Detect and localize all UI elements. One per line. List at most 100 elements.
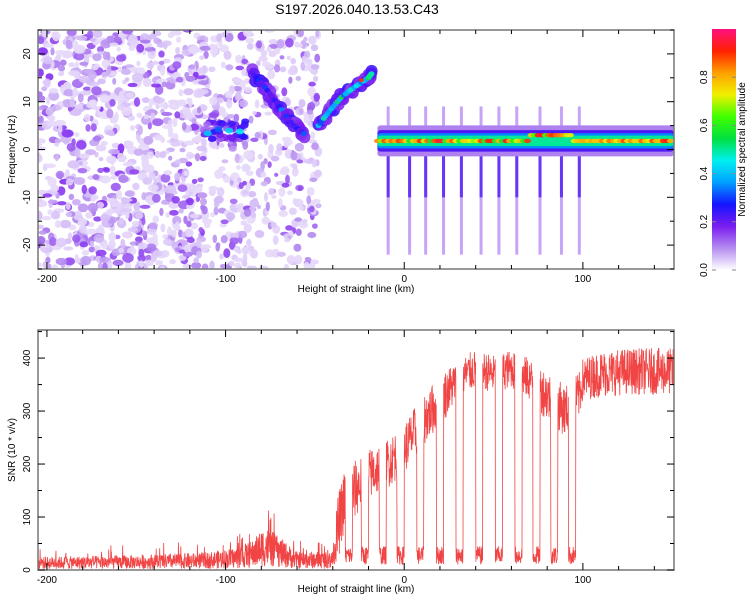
noise-blob [42, 43, 54, 48]
noise-blob [310, 44, 319, 52]
noise-blob [77, 93, 84, 103]
noise-blob [171, 196, 180, 204]
dropout-streak-core [442, 135, 446, 198]
snr-panel: -200 -100 0 100 0 100 200 300 400 Height of stra… [7, 329, 675, 595]
steady-core [524, 138, 531, 144]
dropout-streak-core [497, 135, 501, 198]
noise-blob [256, 204, 262, 210]
noise-blob [311, 158, 317, 168]
noise-blob [243, 86, 253, 94]
noise-blob [285, 225, 294, 231]
noise-blob [268, 143, 274, 154]
noise-blob [98, 156, 104, 162]
noise-blob [117, 66, 122, 73]
noise-blob [127, 34, 138, 45]
noise-blob [155, 97, 165, 104]
noise-blob [144, 47, 156, 52]
noise-blob [294, 142, 305, 152]
noise-blob [121, 231, 134, 239]
noise-blob [261, 216, 271, 225]
noise-blob [285, 38, 294, 48]
noise-blob [230, 172, 240, 182]
noise-blob [260, 181, 268, 187]
noise-blob [55, 170, 65, 179]
noise-blob [246, 265, 253, 269]
noise-blob [65, 211, 73, 217]
noise-blob [131, 72, 144, 83]
cluster-blob [239, 133, 248, 140]
noise-blob [225, 211, 236, 221]
noise-blob [141, 97, 150, 103]
noise-blob [268, 39, 279, 45]
noise-blob [88, 81, 100, 87]
noise-blob [267, 129, 277, 136]
noise-blob [214, 43, 219, 54]
noise-blob [51, 264, 59, 269]
noise-blob [174, 159, 181, 165]
noise-blob [155, 104, 160, 110]
noise-blob [106, 108, 114, 119]
noise-blob [89, 37, 96, 42]
noise-blob [77, 168, 88, 174]
noise-blob [85, 228, 98, 235]
noise-blob [263, 192, 269, 202]
spectrogram-marks [38, 30, 674, 269]
noise-blob [235, 54, 242, 64]
noise-blob [116, 54, 126, 62]
noise-blob [77, 203, 89, 213]
noise-blob [153, 177, 158, 185]
noise-blob [120, 238, 126, 249]
noise-blob [68, 193, 75, 201]
noise-blob [167, 132, 175, 138]
noise-blob [90, 196, 96, 202]
noise-blob [76, 103, 83, 110]
noise-blob [307, 101, 316, 111]
noise-blob [50, 184, 60, 192]
noise-blob [130, 125, 135, 131]
snr-xtick-label: -100 [216, 575, 236, 586]
colorbar-tick-label: 0.4 [699, 166, 710, 180]
noise-blob [263, 158, 268, 165]
noise-blob [61, 129, 74, 138]
noise-blob [248, 115, 254, 124]
noise-blob [276, 143, 283, 152]
noise-blob [228, 260, 235, 267]
noise-blob [288, 207, 297, 215]
noise-blob [219, 263, 228, 269]
noise-blob [279, 55, 285, 60]
noise-blob [225, 64, 234, 71]
noise-blob [308, 35, 317, 45]
noise-blob [38, 224, 44, 230]
noise-blob [85, 149, 97, 156]
noise-blob [116, 46, 121, 52]
noise-blob [54, 119, 67, 127]
noise-blob [219, 44, 229, 53]
noise-blob [122, 252, 134, 263]
noise-blob [219, 253, 224, 260]
noise-blob [73, 210, 83, 221]
noise-blob [286, 255, 296, 265]
noise-blob [229, 198, 238, 205]
dropout-streak-core [424, 135, 428, 198]
noise-blob [258, 265, 269, 269]
noise-blob [92, 53, 102, 62]
noise-blob [248, 245, 255, 252]
noise-blob [128, 44, 135, 51]
noise-blob [220, 235, 228, 244]
noise-blob [214, 195, 224, 204]
noise-blob [133, 97, 141, 107]
noise-blob [197, 192, 208, 199]
noise-blob [297, 185, 303, 192]
noise-blob [216, 33, 223, 42]
noise-blob [88, 246, 95, 253]
noise-blob [120, 68, 132, 76]
noise-blob [293, 198, 304, 208]
snr-xtick-label: 100 [575, 575, 592, 586]
noise-blob [279, 66, 287, 73]
noise-blob [183, 170, 189, 177]
noise-blob [219, 142, 225, 148]
noise-blob [314, 53, 321, 63]
noise-blob [158, 60, 165, 65]
